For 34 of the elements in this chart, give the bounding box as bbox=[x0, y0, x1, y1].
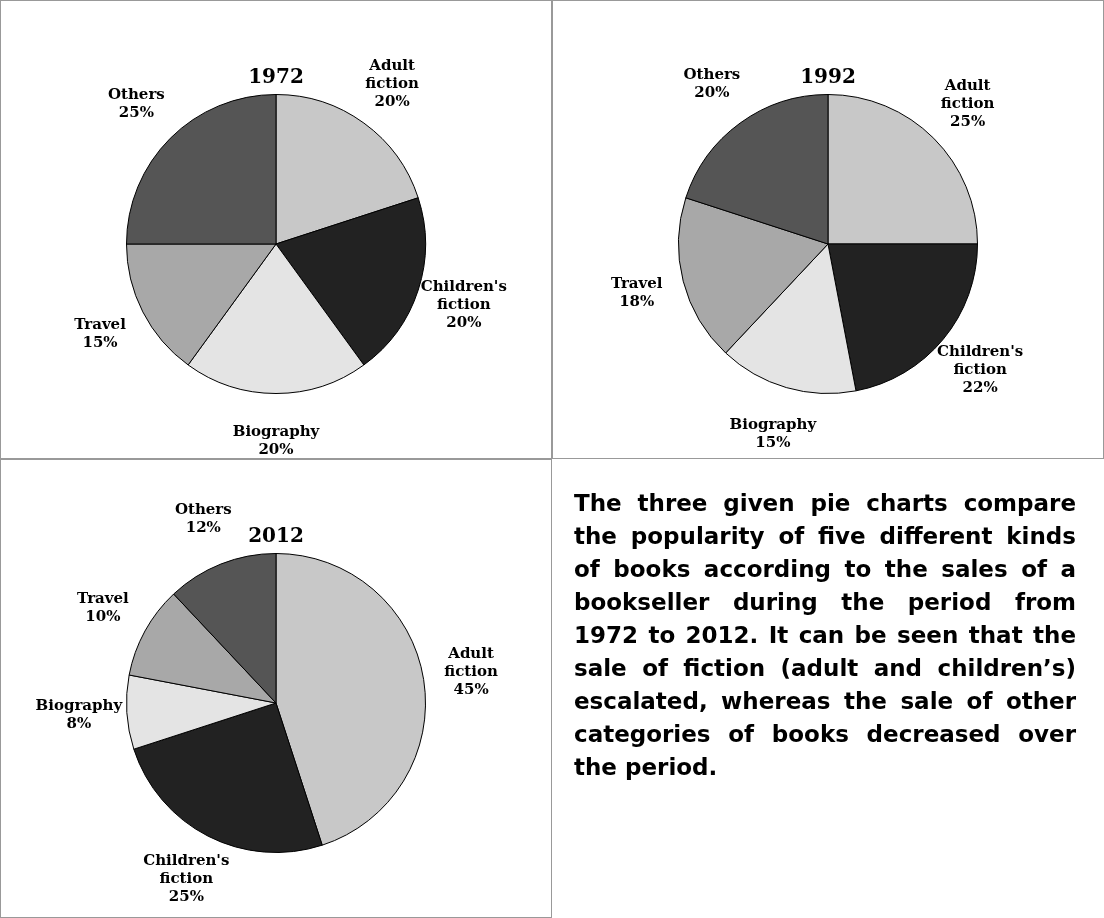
data-label: 20% bbox=[374, 92, 410, 111]
slice-label: Travel bbox=[74, 314, 127, 333]
data-label: 10% bbox=[85, 606, 121, 625]
slice-label: Biography bbox=[35, 696, 124, 715]
slice-label: Biography bbox=[729, 414, 818, 433]
data-label: 45% bbox=[453, 679, 489, 698]
data-label: 25% bbox=[950, 112, 986, 131]
slice-label: Adult fiction bbox=[444, 643, 498, 680]
slice-label: Travel bbox=[610, 274, 663, 293]
data-label: 15% bbox=[82, 332, 118, 351]
slice-label: Others bbox=[683, 65, 741, 84]
data-label: 18% bbox=[619, 292, 655, 311]
text: The three given pie charts compare the popularity of five different kinds of books according to the sales of a bookseller during the period from 1972 to 2012. It can be seen that the sale of fiction (adult and children’s) escalated, whereas the sale of other categories of books decreased over the period. bbox=[574, 490, 1076, 780]
data-label: 20% bbox=[258, 440, 294, 459]
slice-label: Travel bbox=[77, 588, 130, 607]
slice-label: Others bbox=[174, 500, 232, 519]
slice-label: Adult fiction bbox=[365, 56, 419, 93]
slice-label: Children's fiction bbox=[143, 850, 230, 887]
data-label: 25% bbox=[168, 886, 204, 905]
data-label: 12% bbox=[185, 518, 221, 537]
slice-label: Adult fiction bbox=[940, 76, 995, 113]
chart-title: 1972 bbox=[248, 64, 304, 89]
slice-label: Biography bbox=[232, 422, 321, 441]
data-label: 8% bbox=[66, 714, 92, 733]
slice-label: Children's fiction bbox=[937, 341, 1024, 378]
data-label: 20% bbox=[694, 83, 730, 102]
data-label: 15% bbox=[755, 432, 791, 451]
data-label: 25% bbox=[118, 103, 154, 122]
slice-label: Others bbox=[107, 85, 165, 104]
data-label: 20% bbox=[446, 312, 482, 331]
chart-title: 1992 bbox=[800, 64, 856, 89]
data-label: 22% bbox=[962, 377, 998, 396]
slice-label: Children's fiction bbox=[420, 276, 507, 313]
text: 2012 bbox=[248, 523, 304, 548]
